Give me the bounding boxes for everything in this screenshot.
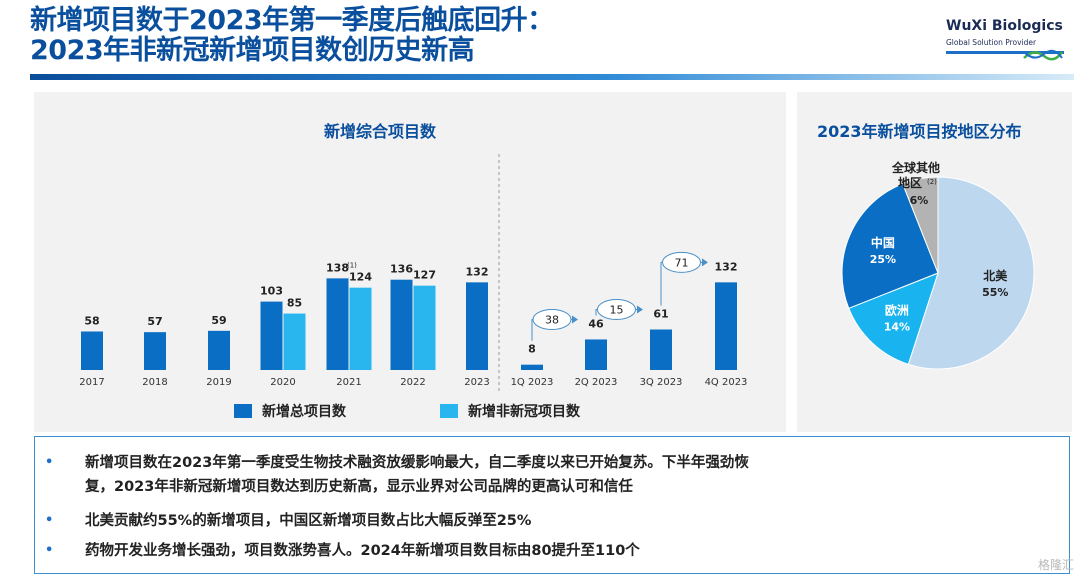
page-title: 新增项目数于2023年第一季度后触底回升： 2023年非新冠新增项目数创历史新高 <box>30 6 890 66</box>
page-title-line2: 2023年非新冠新增项目数创历史新高 <box>30 35 475 66</box>
bar-value-label: 132 <box>466 265 489 278</box>
project-count-panel: 新增综合项目数 58 2017 57 2018 59 2019 103 85 2020 138 12… <box>34 92 786 432</box>
increment-bubble <box>532 308 572 330</box>
pie-chart-title: 2023年新增项目按地区分布 <box>817 122 1022 141</box>
x-tick-label: 3Q 2023 <box>640 377 683 388</box>
increment-label: 15 <box>610 303 624 316</box>
pie-slice <box>907 176 1035 370</box>
pie-slice <box>848 272 939 365</box>
increment-arrowhead <box>572 315 578 324</box>
bar-value-label: 124 <box>349 271 372 284</box>
bullet-marker: • <box>45 543 54 558</box>
bar-value-label: 136 <box>390 263 413 276</box>
pie-label: 全球其他 <box>891 160 940 175</box>
bullet-marker: • <box>45 455 54 470</box>
bar-value-label: 103 <box>260 285 283 298</box>
bar-value-label: 8 <box>528 343 536 356</box>
bar-total <box>585 339 607 370</box>
increment-label: 71 <box>675 256 689 269</box>
bullet-text: 北美贡献约55%的新增项目，中国区新增项目数占比大幅反弹至25% <box>85 513 532 529</box>
bar-non-covid <box>349 287 372 370</box>
watermark: 格隆汇 <box>1037 558 1074 572</box>
logo-name: WuXi Biologics <box>946 18 1063 34</box>
key-points: • 新增项目数在2023年第一季度受生物技术融资放缓影响最大，自二季度以来已开始… <box>34 436 1070 574</box>
pie-label: 北美 <box>983 268 1008 283</box>
bar-total <box>650 329 672 370</box>
footnote-marker: (2) <box>927 178 937 186</box>
increment-bubble <box>662 251 701 273</box>
pie-percent: 6% <box>910 194 929 207</box>
footnote-marker: (1) <box>347 261 357 269</box>
increment-arrowhead <box>702 258 708 267</box>
x-tick-label: 2021 <box>336 377 361 388</box>
pie-label: 欧洲 <box>885 303 909 318</box>
legend-swatch-total <box>234 404 252 418</box>
bar-total <box>521 364 543 370</box>
increment-bubble <box>597 298 636 320</box>
pie-slice <box>841 183 939 309</box>
increment-arrowhead <box>637 305 643 314</box>
x-tick-label: 2017 <box>79 377 104 388</box>
bar-value-label: 59 <box>211 314 226 327</box>
bullet-item: • 北美贡献约55%的新增项目，中国区新增项目数占比大幅反弹至25% <box>45 509 1045 533</box>
pie-label: 地区 <box>898 175 922 190</box>
legend-label-total: 新增总项目数 <box>262 403 347 420</box>
company-logo: WuXi Biologics Global Solution Provider <box>942 18 1066 66</box>
logo-underline <box>946 51 1064 54</box>
bullet-marker: • <box>45 513 54 528</box>
x-tick-label: 2023 <box>464 377 489 388</box>
logo-tagline: Global Solution Provider <box>946 38 1037 47</box>
bullet-item: • 药物开发业务增长强劲，项目数涨势喜人。2024年新增项目数目标由80提升至1… <box>45 539 1045 563</box>
bar-value-label: 58 <box>84 314 99 327</box>
x-tick-label: 2018 <box>142 377 167 388</box>
logo-helix-icon <box>1023 49 1064 61</box>
bar-total <box>208 330 230 370</box>
bar-value-label: 127 <box>413 269 436 282</box>
bullet-text: 新增项目数在2023年第一季度受生物技术融资放缓影响最大，自二季度以来已开始复苏… <box>85 455 749 471</box>
bar-chart-title: 新增综合项目数 <box>324 122 437 141</box>
x-tick-label: 1Q 2023 <box>511 377 554 388</box>
increment-label: 38 <box>545 313 559 326</box>
bar-total <box>260 301 283 370</box>
bullet-text-continued: 复，2023年非新冠新增项目数达到历史新高，显示业界对公司品牌的更高认可和信任 <box>85 479 633 495</box>
bar-value-label: 61 <box>653 307 668 320</box>
bar-total <box>144 332 166 370</box>
bullet-text: 药物开发业务增长强劲，项目数涨势喜人。2024年新增项目数目标由80提升至110… <box>85 543 640 559</box>
x-tick-label: 2020 <box>270 377 295 388</box>
bar-value-label: 57 <box>147 315 162 328</box>
pie-label: 中国 <box>871 235 895 250</box>
pie-percent: 55% <box>982 286 1008 299</box>
bar-total <box>81 331 103 370</box>
pie-percent: 25% <box>870 253 896 266</box>
bar-value-label: 138 <box>326 261 349 274</box>
page-title-line1: 新增项目数于2023年第一季度后触底回升： <box>30 5 554 36</box>
pie-percent: 14% <box>884 321 910 334</box>
region-panel: 2023年新增项目按地区分布 北美 55% 欧洲 14% 中国 25% 全球其他 地区 (2) 6… <box>797 92 1072 432</box>
legend-label-non-covid: 新增非新冠项目数 <box>468 403 581 420</box>
bar-total <box>715 282 737 370</box>
bar-total <box>466 282 488 370</box>
bar-value-label: 132 <box>715 260 738 273</box>
x-tick-label: 4Q 2023 <box>705 377 748 388</box>
legend-swatch-non-covid <box>440 404 458 418</box>
bar-value-label: 85 <box>287 297 302 310</box>
title-divider <box>30 74 1074 80</box>
bar-total <box>390 279 413 370</box>
pie-slice <box>902 176 939 274</box>
bullet-item: • 新增项目数在2023年第一季度受生物技术融资放缓影响最大，自二季度以来已开始… <box>45 451 1045 499</box>
x-tick-label: 2022 <box>400 377 425 388</box>
bar-total <box>326 278 349 370</box>
bar-non-covid <box>413 285 436 370</box>
x-tick-label: 2019 <box>206 377 231 388</box>
bar-value-label: 46 <box>588 317 604 330</box>
x-tick-label: 2Q 2023 <box>575 377 618 388</box>
bar-non-covid <box>283 313 306 370</box>
